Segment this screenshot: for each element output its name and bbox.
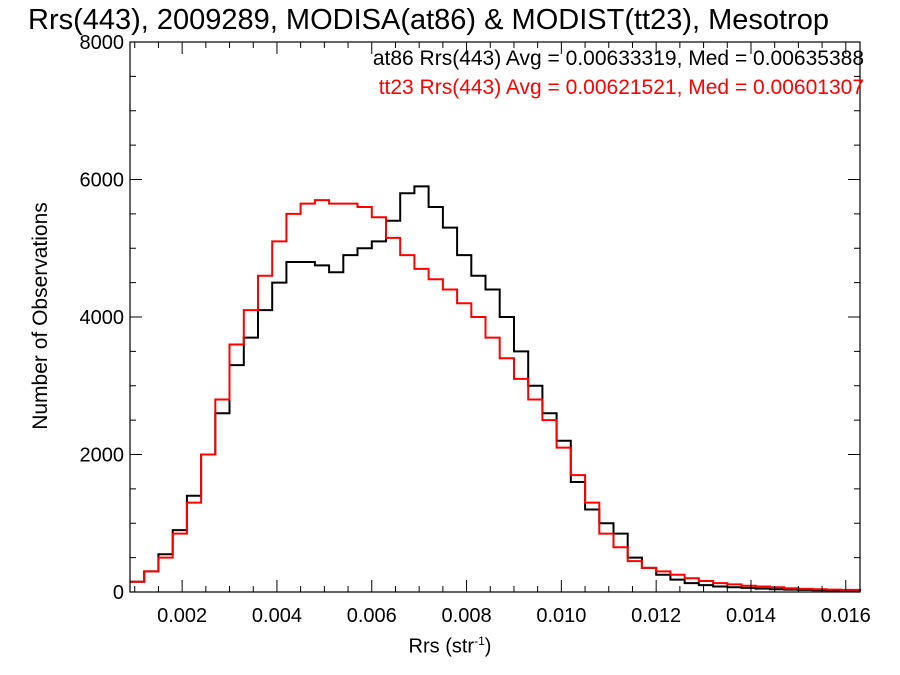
x-tick-label: 0.010: [536, 605, 586, 627]
legend-at86: at86 Rrs(443) Avg = 0.00633319, Med = 0.…: [372, 47, 864, 70]
legend-tt23: tt23 Rrs(443) Avg = 0.00621521, Med = 0.…: [378, 76, 864, 99]
x-tick-label: 0.016: [821, 605, 871, 627]
y-tick-label: 2000: [80, 445, 125, 467]
x-tick-label: 0.006: [347, 605, 397, 627]
x-tick-label: 0.012: [631, 605, 681, 627]
chart-title: Rrs(443), 2009289, MODISA(at86) & MODIST…: [28, 4, 829, 36]
x-axis-label-close: ): [484, 635, 492, 658]
x-axis-label-superscript: -1: [474, 634, 485, 648]
x-tick-label: 0.004: [252, 605, 302, 627]
x-tick-label: 0.008: [442, 605, 492, 627]
y-axis-label: Number of Observations: [29, 202, 52, 430]
plot-frame: [129, 41, 861, 593]
series-line-0: [130, 185, 861, 592]
y-tick-label: 8000: [80, 32, 125, 54]
y-tick-label: 4000: [80, 307, 125, 329]
x-axis-label-text: Rrs (str: [408, 635, 475, 658]
y-tick-label: 6000: [80, 170, 125, 192]
x-axis-label: Rrs (str-1): [0, 634, 900, 659]
x-tick-label: 0.014: [726, 605, 776, 627]
x-tick-label: 0.002: [157, 605, 207, 627]
y-tick-label: 0: [113, 582, 124, 604]
series-line-1: [130, 199, 861, 591]
